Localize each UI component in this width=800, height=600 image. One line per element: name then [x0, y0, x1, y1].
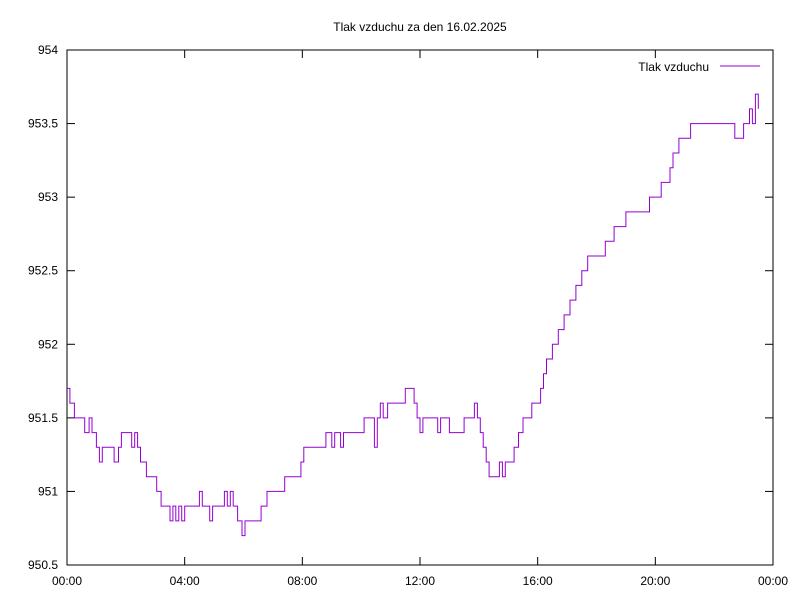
x-tick-label: 08:00	[287, 574, 317, 588]
y-tick-label: 951	[38, 484, 58, 498]
y-tick-label: 950.5	[28, 558, 58, 572]
y-tick-label: 952	[38, 337, 58, 351]
legend-label: Tlak vzduchu	[638, 60, 709, 74]
x-tick-label: 20:00	[640, 574, 670, 588]
y-tick-label: 953	[38, 190, 58, 204]
x-tick-label: 00:00	[758, 574, 788, 588]
y-tick-label: 953.5	[28, 117, 58, 131]
series-line	[67, 93, 759, 537]
x-tick-label: 04:00	[170, 574, 200, 588]
legend: Tlak vzduchu	[638, 60, 760, 74]
y-tick-label: 954	[38, 43, 58, 57]
chart-title: Tlak vzduchu za den 16.02.2025	[333, 20, 507, 34]
x-tick-label: 00:00	[52, 574, 82, 588]
y-tick-label: 951.5	[28, 411, 58, 425]
series-layer	[67, 93, 759, 537]
y-tick-label: 952.5	[28, 264, 58, 278]
plot-frame	[66, 49, 774, 566]
x-axis: 00:00 04:00 08:00 12:00 16:00 20:00 00:00	[52, 50, 788, 588]
x-tick-label: 16:00	[523, 574, 553, 588]
x-tick-label: 12:00	[405, 574, 435, 588]
y-axis: 950.5 951 951.5 952 952.5 953 953.5 954	[28, 43, 773, 572]
